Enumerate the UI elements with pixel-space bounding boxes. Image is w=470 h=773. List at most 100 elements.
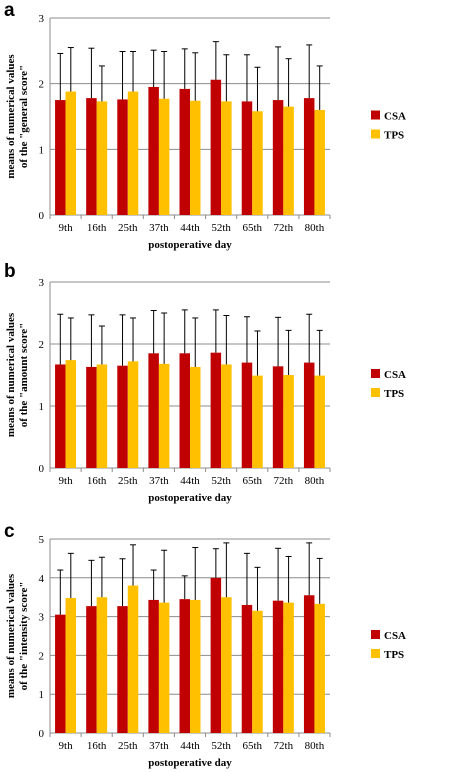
bar-csa bbox=[210, 577, 222, 733]
bar-tps bbox=[190, 599, 201, 733]
x-tick-label: 52th bbox=[211, 222, 231, 234]
bar-tps bbox=[283, 106, 294, 215]
bar-tps bbox=[252, 111, 263, 215]
x-tick-label: 25th bbox=[118, 222, 138, 234]
y-tick-label: 0 bbox=[39, 463, 45, 475]
panel-letter: a bbox=[4, 0, 15, 21]
bar-tps bbox=[65, 91, 77, 215]
x-tick-label: 9th bbox=[59, 222, 74, 234]
x-tick-label: 72th bbox=[274, 222, 294, 234]
x-tick-label: 72th bbox=[274, 740, 294, 752]
bar-csa bbox=[179, 88, 190, 215]
legend-swatch-csa bbox=[371, 630, 380, 639]
bar-csa bbox=[86, 366, 97, 468]
bar-tps bbox=[96, 364, 108, 468]
bar-csa bbox=[303, 98, 315, 215]
bar-tps bbox=[190, 100, 201, 215]
x-tick-label: 16th bbox=[87, 740, 107, 752]
chart-panel-a: a 0 1 2 3 9th 16th 25th 37th 44th 52th 65th 72th 80th… bbox=[4, 0, 406, 251]
x-tick-label: 80th bbox=[305, 740, 325, 752]
bar-csa bbox=[55, 364, 66, 468]
x-tick-label: 37th bbox=[149, 222, 169, 234]
bar-csa bbox=[179, 599, 190, 733]
bar-csa bbox=[86, 606, 97, 733]
y-tick-label: 1 bbox=[39, 144, 45, 156]
legend-swatch-tps bbox=[371, 129, 380, 139]
bar-tps bbox=[314, 375, 325, 468]
legend-swatch-tps bbox=[371, 388, 380, 397]
x-tick-label: 9th bbox=[59, 740, 74, 752]
x-tick-label: 44th bbox=[180, 475, 200, 487]
x-tick-label: 37th bbox=[149, 740, 169, 752]
x-tick-label: 16th bbox=[87, 222, 107, 234]
bar-csa bbox=[241, 604, 253, 733]
bar-tps bbox=[158, 602, 170, 733]
bar-csa bbox=[272, 100, 284, 215]
x-tick-label: 9th bbox=[59, 475, 74, 487]
legend-label-csa: CSA bbox=[384, 369, 406, 381]
x-tick-label: 80th bbox=[305, 222, 325, 234]
y-tick-label: 3 bbox=[39, 277, 45, 289]
x-tick-label: 44th bbox=[180, 740, 200, 752]
x-axis-title: postoperative day bbox=[148, 492, 232, 504]
bar-tps bbox=[221, 364, 232, 468]
bar-csa bbox=[148, 86, 159, 215]
bar-tps bbox=[314, 603, 325, 733]
y-tick-label: 5 bbox=[39, 534, 45, 546]
y-axis-title: of the "amount score" bbox=[18, 323, 30, 428]
bar-csa bbox=[210, 352, 222, 468]
panel-letter: c bbox=[4, 521, 15, 542]
bar-tps bbox=[221, 101, 232, 215]
bar-tps bbox=[314, 109, 325, 215]
bar-tps bbox=[158, 363, 170, 468]
bar-tps bbox=[158, 98, 170, 215]
bar-tps bbox=[127, 585, 139, 733]
x-axis-title: postoperative day bbox=[148, 239, 232, 251]
y-tick-label: 2 bbox=[39, 339, 45, 351]
x-tick-label: 80th bbox=[305, 475, 325, 487]
bar-tps bbox=[65, 597, 77, 733]
bar-tps bbox=[252, 610, 263, 733]
bar-csa bbox=[241, 101, 253, 215]
bar-tps bbox=[127, 91, 139, 215]
bar-csa bbox=[117, 606, 128, 733]
y-tick-label: 1 bbox=[39, 401, 45, 413]
y-tick-label: 4 bbox=[39, 573, 45, 585]
y-tick-label: 2 bbox=[39, 650, 45, 662]
legend-label-csa: CSA bbox=[384, 111, 406, 123]
x-tick-label: 25th bbox=[118, 475, 138, 487]
x-tick-label: 37th bbox=[149, 475, 169, 487]
bar-csa bbox=[179, 353, 190, 468]
bar-tps bbox=[283, 375, 294, 468]
bar-tps bbox=[96, 101, 108, 215]
y-tick-label: 2 bbox=[39, 79, 45, 91]
x-tick-label: 16th bbox=[87, 475, 107, 487]
y-tick-label: 3 bbox=[39, 612, 45, 624]
y-axis-title: means of numerical values bbox=[5, 312, 17, 437]
x-tick-label: 65th bbox=[242, 475, 262, 487]
y-axis-title: means of numerical values bbox=[5, 573, 17, 698]
bar-tps bbox=[283, 602, 294, 733]
bar-csa bbox=[272, 600, 284, 733]
bar-tps bbox=[221, 597, 232, 733]
x-tick-label: 65th bbox=[242, 222, 262, 234]
bar-csa bbox=[55, 614, 66, 733]
y-axis-title: of the "intensity score" bbox=[18, 582, 30, 691]
legend-swatch-csa bbox=[371, 369, 380, 378]
legend-label-tps: TPS bbox=[384, 649, 404, 661]
x-tick-label: 25th bbox=[118, 740, 138, 752]
y-tick-label: 0 bbox=[39, 728, 45, 740]
chart-panel-c: c 0 1 2 3 4 5 9th 16th 25th 37th 44th 52th 65th 72th 80… bbox=[4, 521, 406, 769]
x-tick-label: 72th bbox=[274, 475, 294, 487]
bar-csa bbox=[148, 353, 159, 468]
bar-csa bbox=[303, 362, 315, 468]
x-tick-label: 44th bbox=[180, 222, 200, 234]
bar-tps bbox=[190, 366, 201, 468]
legend-label-tps: TPS bbox=[384, 388, 404, 400]
bar-csa bbox=[210, 79, 222, 215]
bar-csa bbox=[241, 362, 253, 468]
y-tick-label: 0 bbox=[39, 210, 45, 222]
bar-tps bbox=[252, 375, 263, 468]
bar-tps bbox=[65, 360, 77, 468]
